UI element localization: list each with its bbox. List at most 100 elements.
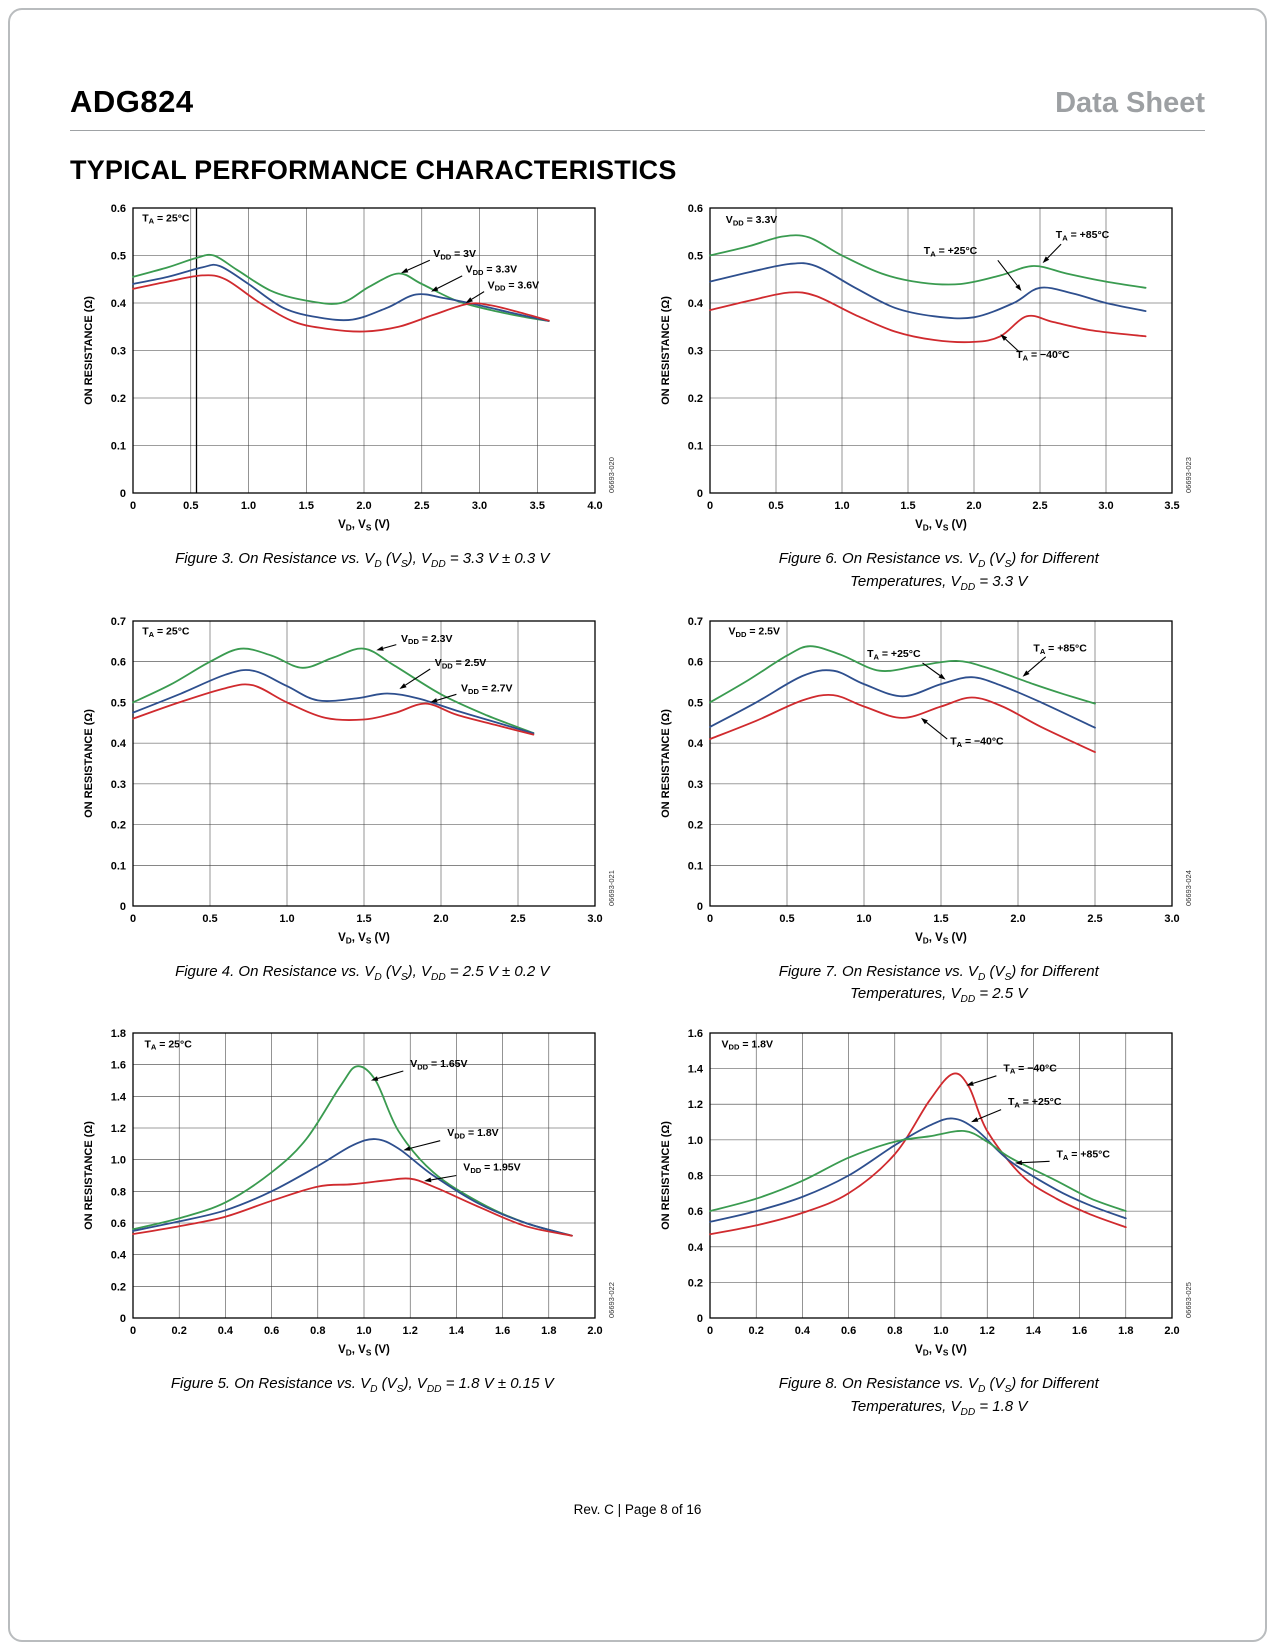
- svg-text:1.5: 1.5: [933, 913, 948, 925]
- svg-text:0.5: 0.5: [111, 697, 126, 709]
- svg-text:0.4: 0.4: [687, 738, 703, 750]
- svg-text:1.0: 1.0: [241, 500, 256, 512]
- svg-text:TA = +25°C: TA = +25°C: [924, 245, 978, 258]
- svg-text:1.2: 1.2: [979, 1325, 994, 1337]
- svg-text:TA = +85°C: TA = +85°C: [1033, 642, 1087, 655]
- svg-text:0.5: 0.5: [111, 251, 126, 263]
- svg-text:3.0: 3.0: [1098, 500, 1113, 512]
- svg-text:1.6: 1.6: [1072, 1325, 1087, 1337]
- svg-text:0.8: 0.8: [310, 1325, 325, 1337]
- svg-text:1.2: 1.2: [687, 1099, 702, 1111]
- svg-text:3.0: 3.0: [588, 913, 603, 925]
- svg-text:0.4: 0.4: [687, 298, 703, 310]
- svg-text:0.2: 0.2: [111, 1281, 126, 1293]
- svg-text:0.6: 0.6: [687, 656, 702, 668]
- figure-3-caption: Figure 3. On Resistance vs. VD (VS), VDD…: [175, 550, 550, 570]
- figure-7-chart: 0 0.5 1.0 1.5 2.0 2.5 3.0 0 0.1 0.2 0.3 0.4 0.5 0.6 0.…: [656, 609, 1196, 954]
- svg-text:0: 0: [130, 913, 136, 925]
- svg-text:1.8: 1.8: [1118, 1325, 1133, 1337]
- svg-text:2.5: 2.5: [1032, 500, 1047, 512]
- svg-text:1.0: 1.0: [856, 913, 871, 925]
- svg-text:0.6: 0.6: [111, 203, 126, 215]
- svg-text:1.6: 1.6: [687, 1028, 702, 1040]
- figure-3-chart: 0 0.5 1.0 1.5 2.0 2.5 3.0 3.5 4.0 0 0.1 0.2 0.3 0.4 0.…: [79, 196, 619, 541]
- svg-text:06693-023: 06693-023: [1184, 457, 1193, 493]
- chart-svg: 0 0.5 1.0 1.5 2.0 2.5 3.0 0 0.1 0.2 0.3 0.4 0.5 0.6 0.…: [83, 616, 616, 946]
- svg-text:1.0: 1.0: [111, 1155, 126, 1167]
- svg-text:TA = 25°C: TA = 25°C: [142, 212, 190, 225]
- figure-7-caption: Figure 7. On Resistance vs. VD (VS) for …: [778, 962, 1099, 1006]
- figure-7: 0 0.5 1.0 1.5 2.0 2.5 3.0 0 0.1 0.2 0.3 0.4 0.5 0.6 0.…: [647, 609, 1206, 1008]
- figure-6: 0 0.5 1.0 1.5 2.0 2.5 3.0 3.5 0 0.1 0.2 0.3 0.4 0.5 0.…: [647, 196, 1206, 595]
- svg-text:0.4: 0.4: [687, 1242, 703, 1254]
- svg-text:0.7: 0.7: [687, 616, 702, 628]
- svg-text:06693-021: 06693-021: [607, 870, 616, 906]
- svg-text:ON RESISTANCE (Ω): ON RESISTANCE (Ω): [83, 708, 95, 817]
- svg-text:0.5: 0.5: [768, 500, 783, 512]
- svg-text:06693-024: 06693-024: [1184, 870, 1193, 906]
- header: ADG824 Data Sheet: [70, 0, 1205, 131]
- svg-text:VD, VS (V): VD, VS (V): [915, 1344, 967, 1358]
- svg-text:0.2: 0.2: [687, 1277, 702, 1289]
- svg-text:0.3: 0.3: [687, 346, 702, 358]
- figure-5: 0 0.2 0.4 0.6 0.8 1.0 1.2 1.4 1.6 1.8 2.0 0 0.2 0.4 0.…: [70, 1021, 629, 1420]
- svg-text:1.0: 1.0: [687, 1135, 702, 1147]
- svg-text:0.2: 0.2: [687, 819, 702, 831]
- svg-text:VDD = 1.95V: VDD = 1.95V: [464, 1162, 521, 1175]
- svg-text:0.1: 0.1: [111, 860, 126, 872]
- svg-text:0: 0: [130, 1325, 136, 1337]
- svg-text:2.5: 2.5: [511, 913, 526, 925]
- svg-text:ON RESISTANCE (Ω): ON RESISTANCE (Ω): [83, 1121, 95, 1230]
- svg-text:1.4: 1.4: [1026, 1325, 1042, 1337]
- chart-svg: 0 0.5 1.0 1.5 2.0 2.5 3.0 3.5 0 0.1 0.2 0.3 0.4 0.5 0.…: [660, 203, 1193, 533]
- svg-text:VDD = 2.7V: VDD = 2.7V: [461, 682, 513, 695]
- chart-svg: 0 0.5 1.0 1.5 2.0 2.5 3.0 3.5 4.0 0 0.1 0.2 0.3 0.4 0.…: [83, 203, 616, 533]
- header-doc-type: Data Sheet: [1055, 87, 1205, 119]
- svg-text:0.7: 0.7: [111, 616, 126, 628]
- svg-text:0: 0: [120, 488, 126, 500]
- svg-text:VDD = 2.3V: VDD = 2.3V: [401, 632, 453, 645]
- svg-text:1.6: 1.6: [495, 1325, 510, 1337]
- svg-text:0.5: 0.5: [779, 913, 794, 925]
- svg-text:1.0: 1.0: [357, 1325, 372, 1337]
- figure-8: 0 0.2 0.4 0.6 0.8 1.0 1.2 1.4 1.6 1.8 2.0 0 0.2 0.4 0.…: [647, 1021, 1206, 1420]
- svg-text:0.4: 0.4: [795, 1325, 811, 1337]
- svg-text:1.0: 1.0: [280, 913, 295, 925]
- svg-text:1.4: 1.4: [687, 1064, 703, 1076]
- svg-text:2.0: 2.0: [966, 500, 981, 512]
- figure-8-caption: Figure 8. On Resistance vs. VD (VS) for …: [778, 1375, 1099, 1418]
- svg-text:0: 0: [120, 1313, 126, 1325]
- svg-text:2.0: 2.0: [357, 500, 372, 512]
- svg-text:0.3: 0.3: [111, 346, 126, 358]
- svg-text:TA = −40°C: TA = −40°C: [950, 735, 1004, 748]
- figure-4-caption: Figure 4. On Resistance vs. VD (VS), VDD…: [175, 962, 550, 983]
- svg-text:4.0: 4.0: [588, 500, 603, 512]
- svg-text:06693-022: 06693-022: [607, 1282, 616, 1318]
- svg-text:0.3: 0.3: [111, 778, 126, 790]
- chart-svg: 0 0.2 0.4 0.6 0.8 1.0 1.2 1.4 1.6 1.8 2.0 0 0.2 0.4 0.…: [83, 1028, 616, 1358]
- svg-text:0: 0: [697, 901, 703, 913]
- svg-text:VDD = 3.3V: VDD = 3.3V: [466, 264, 517, 277]
- svg-text:VD, VS (V): VD, VS (V): [915, 519, 967, 533]
- svg-text:06693-020: 06693-020: [607, 457, 616, 493]
- svg-text:1.5: 1.5: [357, 913, 372, 925]
- chart-svg: 0 0.2 0.4 0.6 0.8 1.0 1.2 1.4 1.6 1.8 2.0 0 0.2 0.4 0.…: [660, 1028, 1193, 1358]
- figure-6-chart: 0 0.5 1.0 1.5 2.0 2.5 3.0 3.5 0 0.1 0.2 0.3 0.4 0.5 0.…: [656, 196, 1196, 541]
- svg-text:VDD = 2.5V: VDD = 2.5V: [435, 657, 487, 670]
- svg-text:VDD = 1.65V: VDD = 1.65V: [410, 1058, 467, 1071]
- svg-text:VDD = 1.8V: VDD = 1.8V: [447, 1127, 499, 1140]
- svg-text:0: 0: [130, 500, 136, 512]
- svg-text:TA = +85°C: TA = +85°C: [1056, 229, 1110, 242]
- svg-text:TA = −40°C: TA = −40°C: [1003, 1062, 1057, 1075]
- svg-text:0.4: 0.4: [111, 738, 127, 750]
- svg-text:0.8: 0.8: [111, 1186, 126, 1198]
- svg-text:0.2: 0.2: [111, 819, 126, 831]
- svg-text:2.0: 2.0: [1010, 913, 1025, 925]
- chart-svg: 0 0.5 1.0 1.5 2.0 2.5 3.0 0 0.1 0.2 0.3 0.4 0.5 0.6 0.…: [660, 616, 1193, 946]
- svg-text:0.5: 0.5: [687, 697, 702, 709]
- svg-text:0.6: 0.6: [264, 1325, 279, 1337]
- svg-text:1.0: 1.0: [933, 1325, 948, 1337]
- svg-text:0.1: 0.1: [111, 441, 126, 453]
- svg-text:0.6: 0.6: [687, 203, 702, 215]
- svg-text:0: 0: [697, 488, 703, 500]
